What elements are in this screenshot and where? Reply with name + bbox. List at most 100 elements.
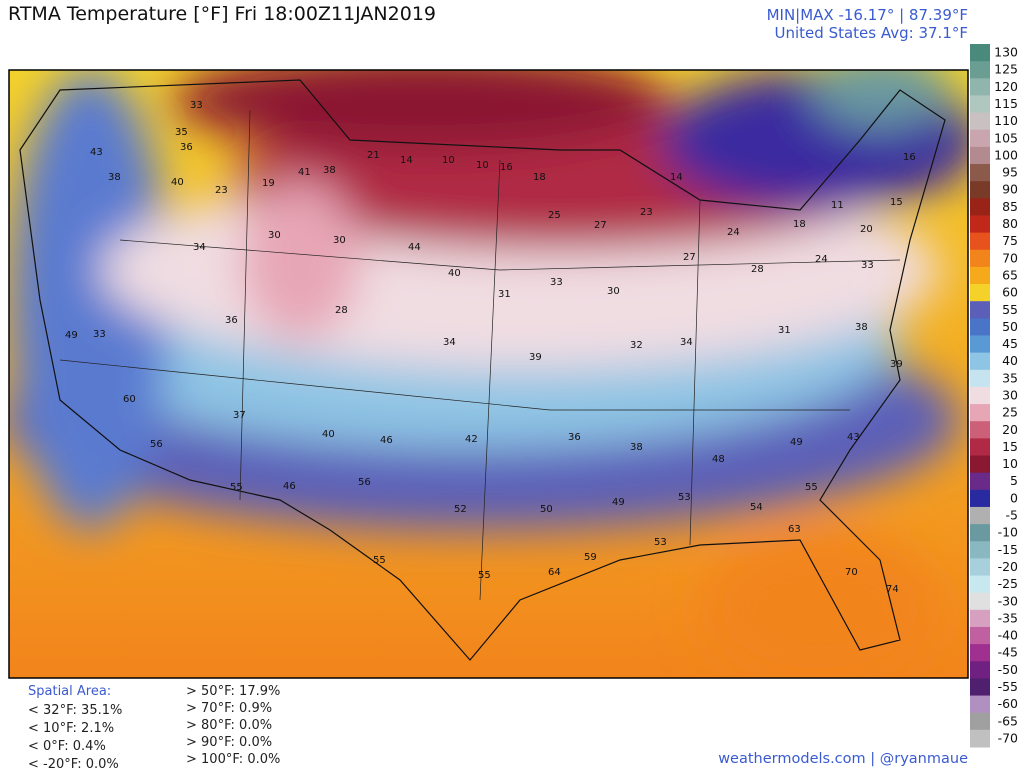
colorbar-label: -25 xyxy=(998,576,1018,591)
colorbar-label: 75 xyxy=(1002,233,1018,248)
temperature-field xyxy=(9,70,968,678)
station-value: 40 xyxy=(448,268,461,279)
station-value: 38 xyxy=(855,322,868,333)
station-value: 37 xyxy=(233,410,246,421)
station-value: 55 xyxy=(478,570,491,581)
station-value: 56 xyxy=(358,477,371,488)
colorbar-label: -20 xyxy=(998,559,1018,574)
colorbar-swatch xyxy=(970,232,990,251)
colorbar-swatch xyxy=(970,661,990,679)
colorbar-label: -40 xyxy=(998,628,1018,643)
colorbar-label: 15 xyxy=(1002,439,1018,454)
colorbar-swatch xyxy=(970,164,990,182)
station-value: 64 xyxy=(548,567,561,578)
station-value: 40 xyxy=(322,429,335,440)
station-value: 53 xyxy=(654,537,667,548)
station-value: 74 xyxy=(886,584,899,595)
colorbar-label: -35 xyxy=(998,610,1018,625)
colorbar-swatch xyxy=(970,541,990,559)
station-value: 63 xyxy=(788,524,801,535)
colorbar-swatch xyxy=(970,266,990,285)
station-value: 32 xyxy=(630,340,643,351)
station-value: 55 xyxy=(805,482,818,493)
colorbar-label: 110 xyxy=(994,113,1018,128)
station-value: 20 xyxy=(860,224,873,235)
station-value: 21 xyxy=(367,150,380,161)
colorbar-label: 85 xyxy=(1002,199,1018,214)
station-value: 43 xyxy=(847,432,860,443)
spatial-area: Spatial Area: < 32°F: 35.1% < 10°F: 2.1% < … xyxy=(28,684,280,768)
station-value: 35 xyxy=(175,127,188,138)
colorbar-swatch xyxy=(970,729,990,748)
colorbar-label: 50 xyxy=(1002,319,1018,334)
station-value: 27 xyxy=(683,252,696,263)
station-value: 46 xyxy=(283,481,296,492)
station-value: 19 xyxy=(262,178,275,189)
colorbar-label: -60 xyxy=(998,696,1018,711)
station-value: 33 xyxy=(93,329,106,340)
colorbar-label: -65 xyxy=(998,713,1018,728)
colorbar-swatch xyxy=(970,44,990,62)
colorbar-swatch xyxy=(970,575,990,594)
station-value: 46 xyxy=(380,435,393,446)
colorbar-label: 70 xyxy=(1002,250,1018,265)
colorbar-swatch xyxy=(970,592,990,611)
colorbar-swatch xyxy=(970,489,990,508)
station-value: 27 xyxy=(594,220,607,231)
station-value: 42 xyxy=(465,434,478,445)
station-value: 33 xyxy=(190,100,203,111)
colorbar-swatch xyxy=(970,369,990,388)
station-value: 55 xyxy=(230,482,243,493)
colorbar-label: 115 xyxy=(994,96,1018,111)
station-value: 11 xyxy=(831,200,844,211)
colorbar-swatch xyxy=(970,198,990,216)
us-average: United States Avg: 37.1°F xyxy=(775,24,968,42)
colorbar-swatch xyxy=(970,249,990,268)
colorbar-label: -45 xyxy=(998,645,1018,660)
colorbar-swatch xyxy=(970,61,990,79)
station-value: 56 xyxy=(150,439,163,450)
station-value: 10 xyxy=(476,160,489,171)
station-value: 28 xyxy=(335,305,348,316)
station-value: 49 xyxy=(612,497,625,508)
colorbar-swatch xyxy=(970,318,990,336)
area-below: < -20°F: 0.0% xyxy=(28,757,119,768)
area-below: < 32°F: 35.1% xyxy=(28,703,122,718)
colorbar-swatch xyxy=(970,438,990,457)
station-value: 25 xyxy=(548,210,561,221)
colorbar-swatch xyxy=(970,421,990,439)
station-value: 60 xyxy=(123,394,136,405)
colorbar-swatch xyxy=(970,181,990,199)
station-value: 36 xyxy=(568,432,581,443)
station-value: 14 xyxy=(670,172,683,183)
station-value: 16 xyxy=(903,152,916,163)
colorbar-label: -10 xyxy=(998,525,1018,540)
colorbar: 1301251201151101051009590858075706560555… xyxy=(970,44,1018,748)
colorbar-label: 90 xyxy=(1002,182,1018,197)
colorbar-label: 40 xyxy=(1002,353,1018,368)
colorbar-label: 65 xyxy=(1002,267,1018,282)
colorbar-label: 0 xyxy=(1010,490,1018,505)
station-value: 31 xyxy=(778,325,791,336)
colorbar-label: 130 xyxy=(994,45,1018,60)
map-title: RTMA Temperature [°F] Fri 18:00Z11JAN201… xyxy=(8,3,436,25)
colorbar-label: -50 xyxy=(998,662,1018,677)
station-value: 40 xyxy=(171,177,184,188)
station-value: 18 xyxy=(793,219,806,230)
colorbar-label: -70 xyxy=(998,730,1018,745)
colorbar-label: -30 xyxy=(998,593,1018,608)
station-value: 24 xyxy=(727,227,740,238)
colorbar-label: 25 xyxy=(1002,405,1018,420)
area-above: > 70°F: 0.9% xyxy=(186,701,272,716)
station-value: 34 xyxy=(680,337,693,348)
colorbar-swatch xyxy=(970,506,990,525)
station-value: 28 xyxy=(751,264,764,275)
colorbar-label: 45 xyxy=(1002,336,1018,351)
colorbar-swatch xyxy=(970,712,990,731)
colorbar-swatch xyxy=(970,404,990,422)
station-value: 38 xyxy=(108,172,121,183)
colorbar-swatch xyxy=(970,301,990,319)
colorbar-swatch xyxy=(970,695,990,714)
credit: weathermodels.com | @ryanmaue xyxy=(718,751,968,767)
colorbar-label: 100 xyxy=(994,147,1018,162)
